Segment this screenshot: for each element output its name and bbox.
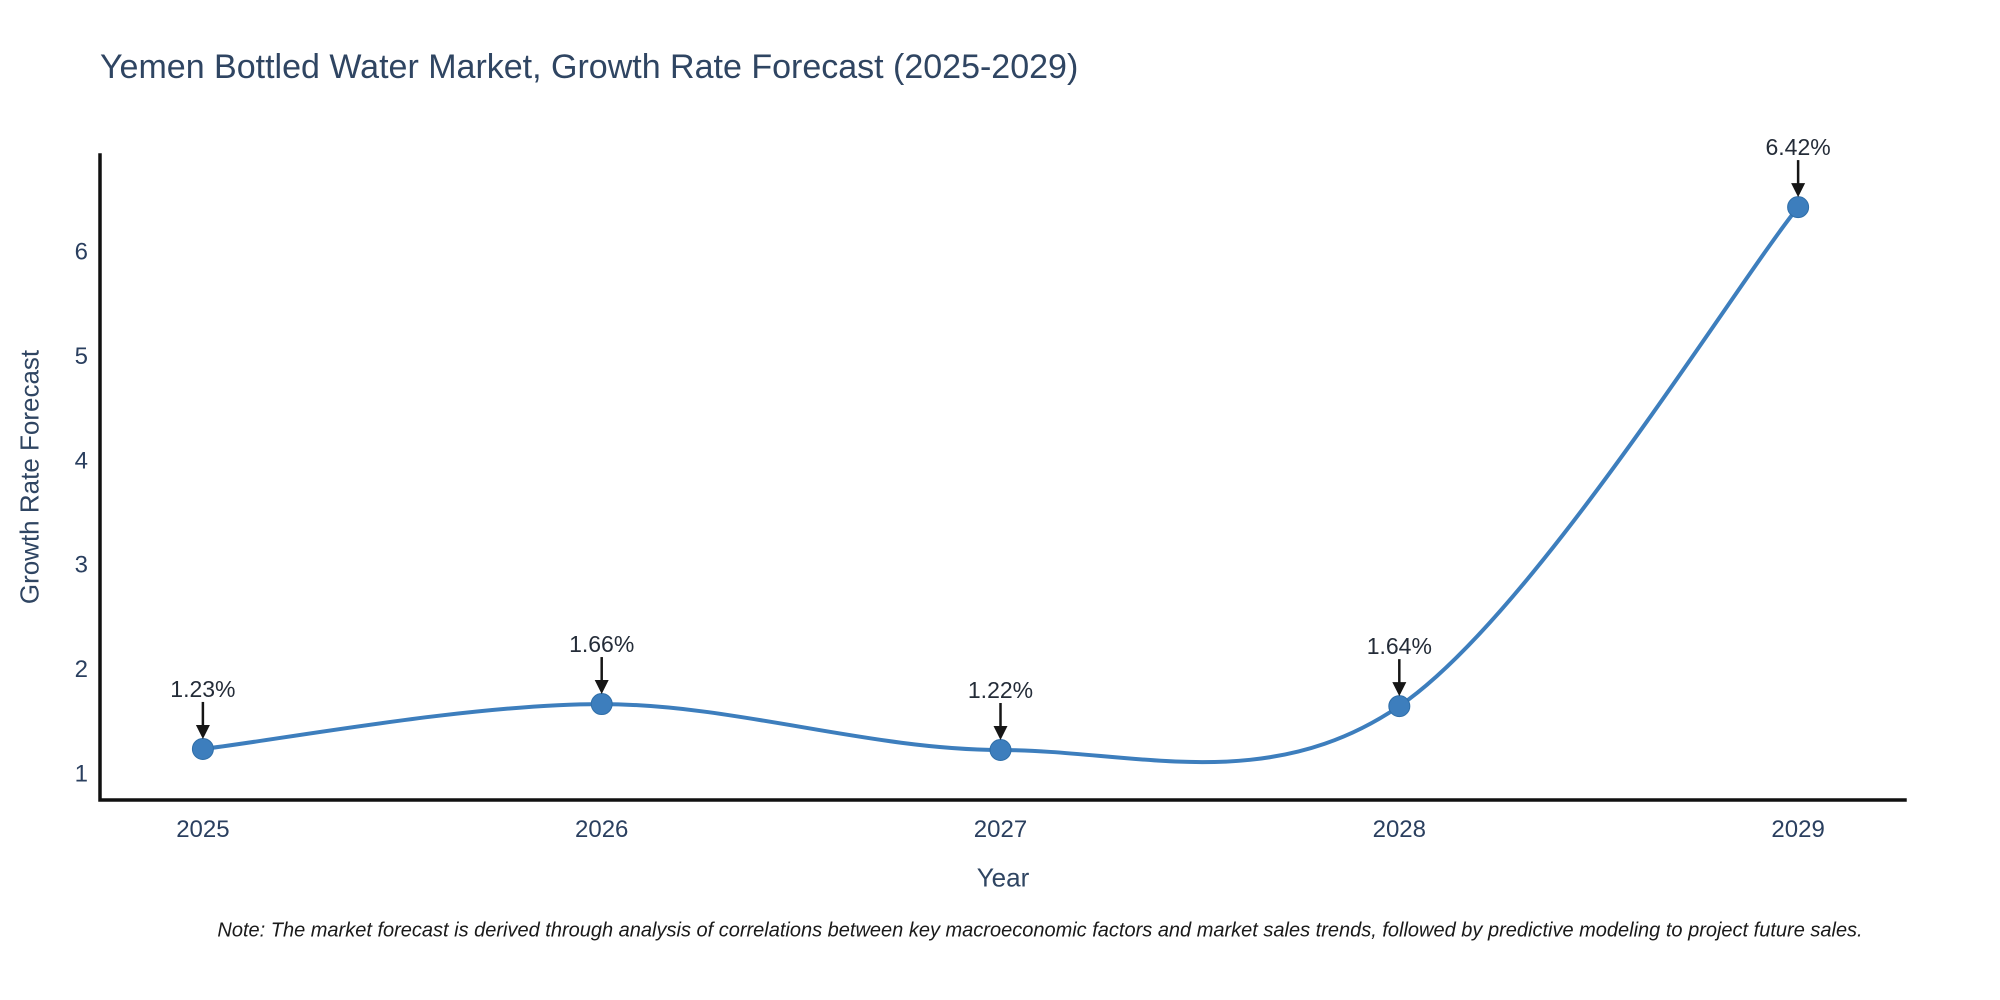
data-point-marker[interactable] [989, 738, 1012, 761]
x-tick-label: 2026 [575, 816, 628, 843]
y-tick-label: 6 [75, 238, 88, 265]
data-point-label: 1.64% [1367, 633, 1432, 659]
annotation-arrowhead [993, 725, 1008, 740]
annotation-arrowhead [1392, 682, 1407, 697]
y-tick-label: 2 [75, 656, 88, 683]
x-tick-label: 2028 [1373, 816, 1426, 843]
data-point-marker[interactable] [191, 737, 214, 760]
chart-footnote: Note: The market forecast is derived thr… [217, 919, 1863, 942]
y-tick-label: 1 [75, 760, 88, 787]
x-tick-label: 2027 [974, 816, 1027, 843]
chart-title: Yemen Bottled Water Market, Growth Rate … [100, 48, 1079, 86]
data-point-label: 1.66% [569, 631, 634, 657]
data-point-marker[interactable] [1787, 196, 1810, 219]
axes-lines [98, 153, 1907, 802]
data-point-marker[interactable] [1388, 695, 1411, 718]
data-point-marker[interactable] [590, 693, 613, 716]
series-line [200, 205, 1801, 765]
annotation-arrowhead [195, 724, 210, 739]
data-point-label: 6.42% [1766, 134, 1831, 160]
x-tick-label: 2029 [1771, 816, 1824, 843]
y-tick-label: 5 [75, 343, 88, 370]
data-point-label: 1.22% [968, 677, 1033, 703]
data-point-label: 1.23% [170, 676, 235, 702]
annotation-arrowhead [594, 680, 609, 695]
x-tick-label: 2025 [176, 816, 229, 843]
x-axis-title: Year [976, 862, 1030, 893]
y-tick-label: 4 [75, 447, 88, 474]
y-tick-label: 3 [75, 552, 88, 579]
annotation-arrowhead [1791, 183, 1806, 198]
